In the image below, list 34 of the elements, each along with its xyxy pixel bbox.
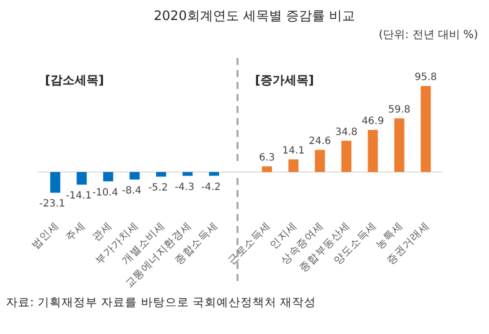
data-label: 46.9 [362,116,384,127]
bar [50,172,60,193]
bar [182,172,193,176]
data-label: -8.4 [122,186,142,197]
bar [209,172,220,176]
bar [130,172,140,180]
data-label: 95.8 [414,72,437,83]
bar [420,86,431,172]
data-label: 6.3 [259,152,275,164]
data-label: 14.1 [282,145,305,156]
chart-title: 2020회계연도 세목별 증감률 비교 [154,9,356,24]
data-label: -4.2 [201,182,221,193]
text: 자료: 기획재정부 자료를 바탕으로 국회예산정책처 재작성 [6,295,316,309]
bar [156,172,166,177]
bar [368,130,378,172]
annotation: [증가세목] [255,73,314,87]
bar [262,166,272,172]
data-label: 24.6 [308,136,332,147]
annotation: [감소세목] [45,73,104,87]
data-label: -14.1 [66,190,92,202]
bar [103,172,114,182]
data-label: -5.2 [148,182,168,194]
x-tick-label: 주세 [64,220,88,244]
data-label: -23.1 [39,198,66,210]
bar [341,140,352,172]
data-label: 59.8 [388,104,410,116]
bar [76,172,87,185]
bar [314,150,325,172]
data-label: -10.4 [92,187,118,198]
chart-subtitle: (단위: 전년 대비 %) [378,28,478,41]
data-label: -4.3 [174,182,194,193]
data-label: 34.8 [335,126,358,138]
bar [394,118,404,172]
bar [288,159,298,172]
